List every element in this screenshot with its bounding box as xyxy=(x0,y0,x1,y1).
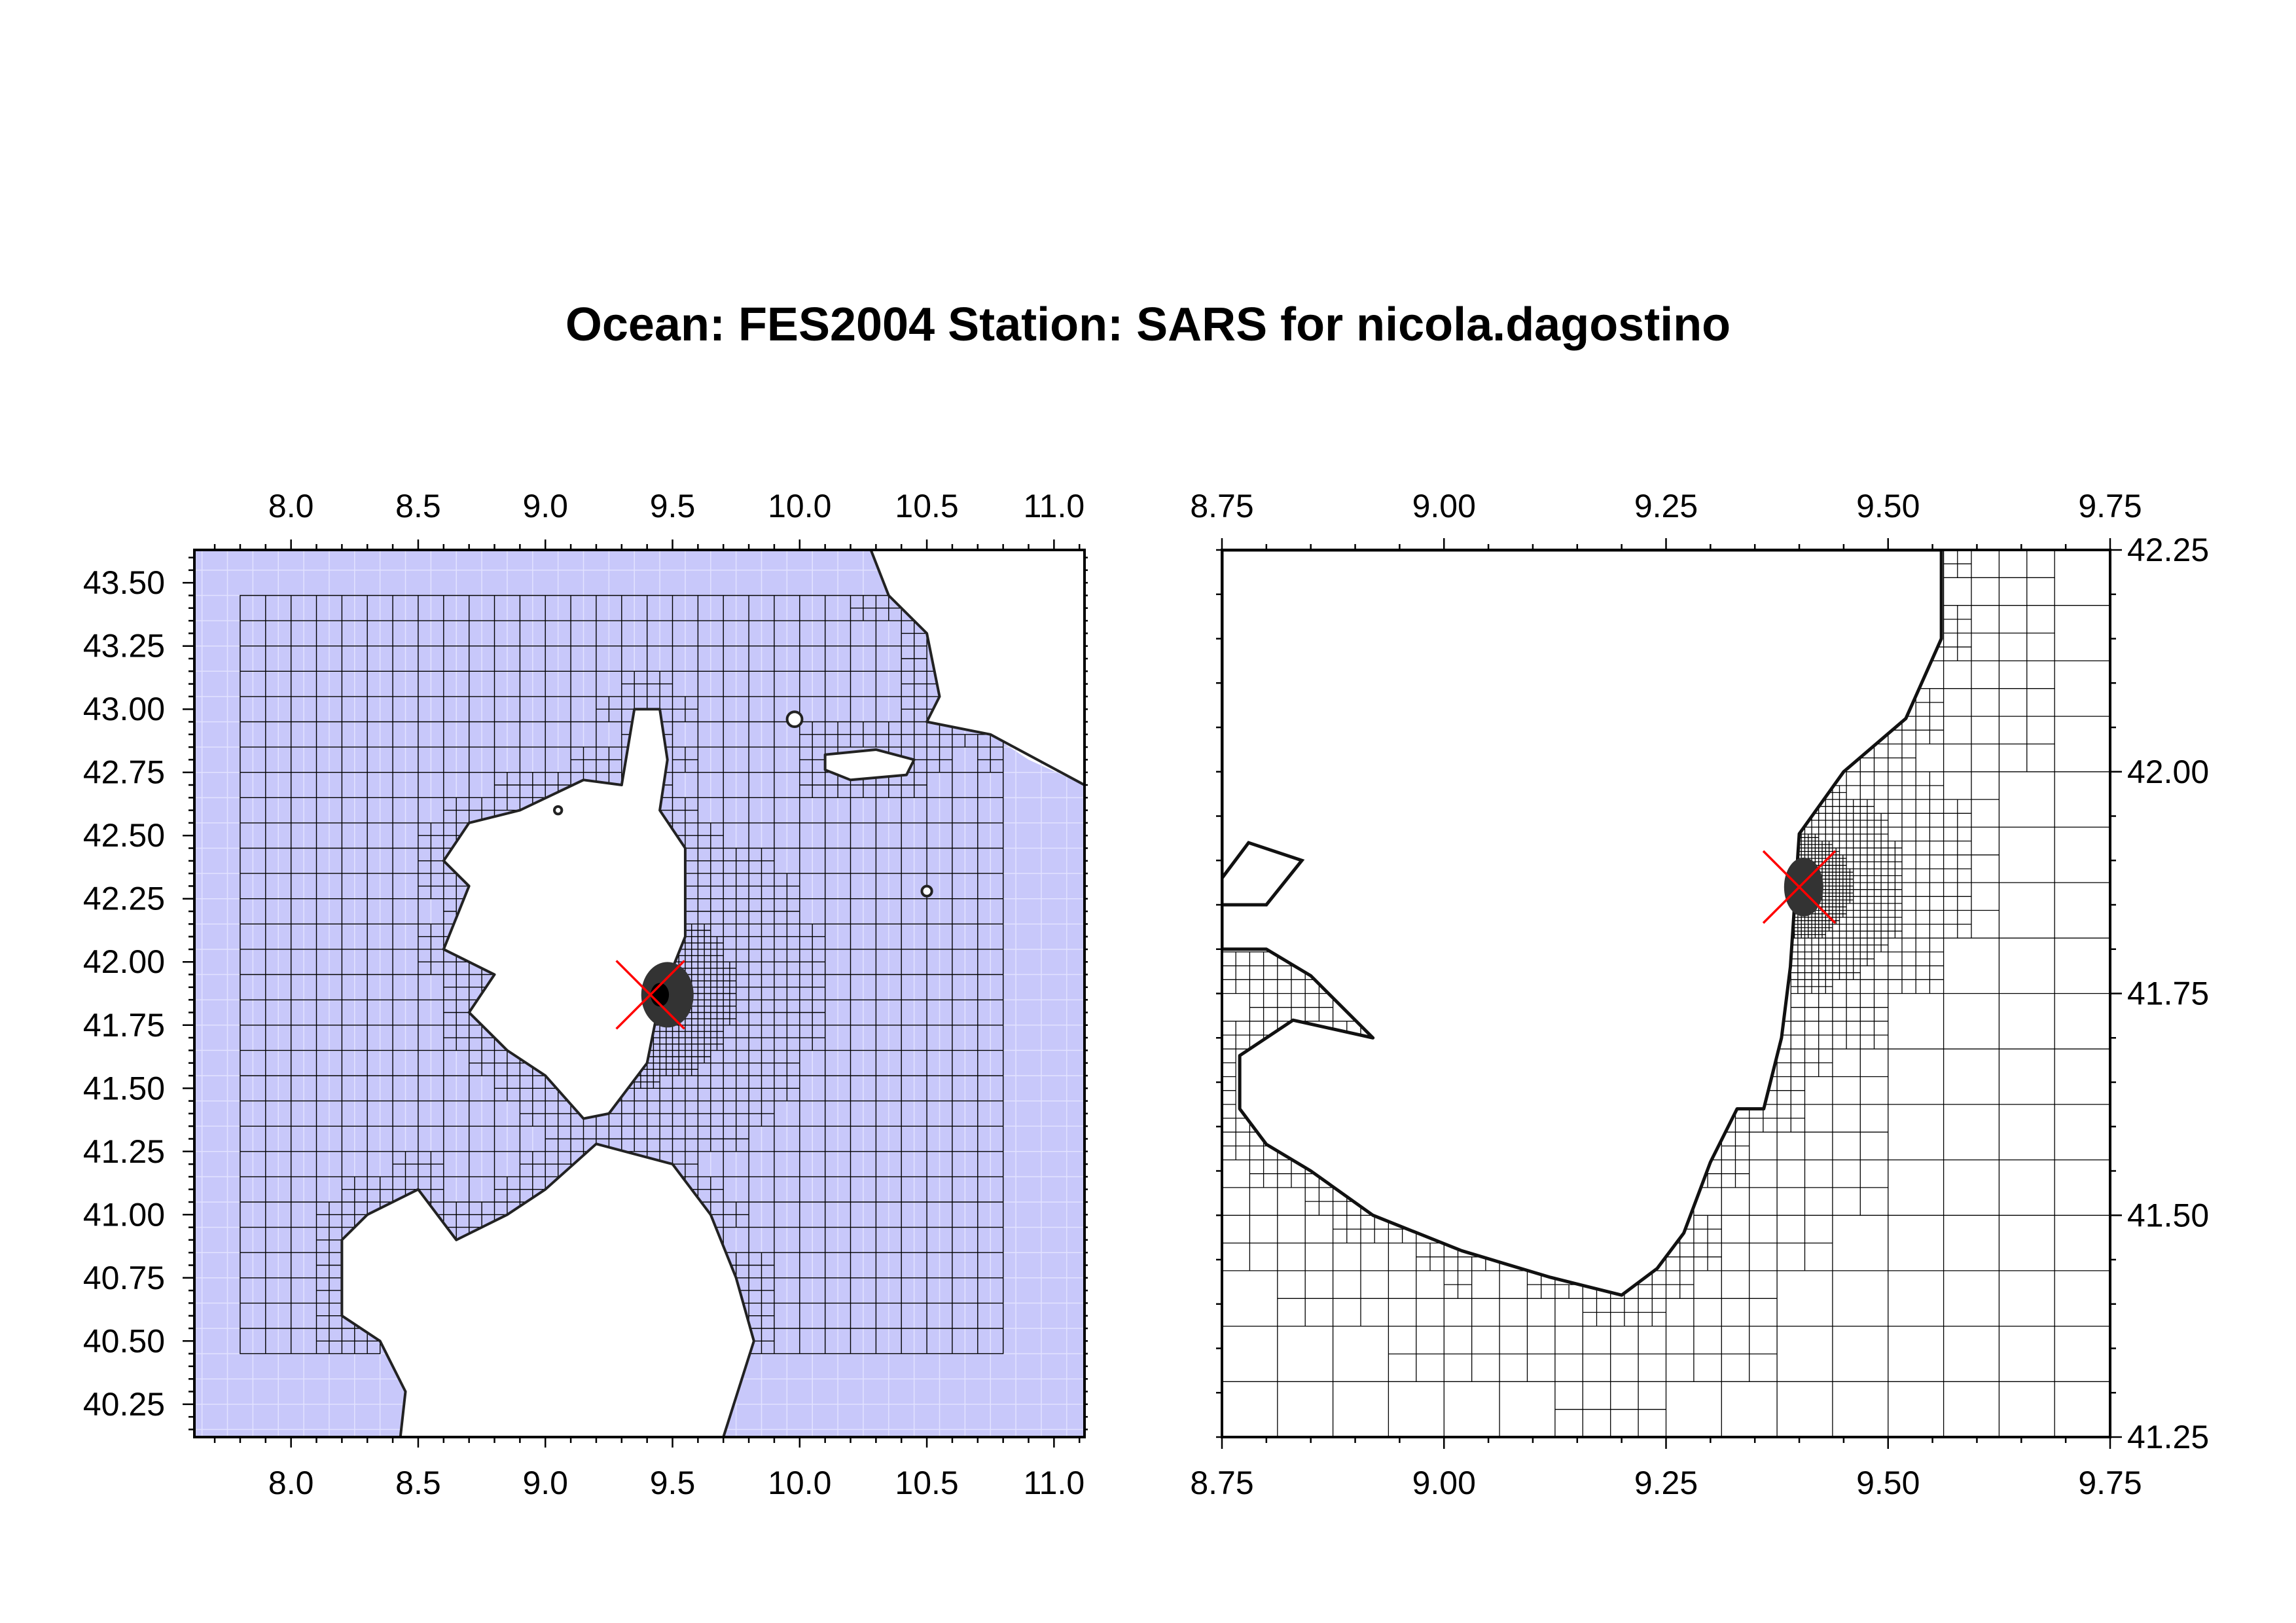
sardinia-land xyxy=(340,1142,755,1437)
small-island xyxy=(785,710,804,729)
overview-axis-labels: 8.0 8.0 8.5 8.5 9.0 9.0 9.5 9.5 10.0 10.0 10.5 10.5… xyxy=(83,488,1085,1501)
x-tick-label-bottom: 10.0 xyxy=(768,1465,831,1501)
y-tick-label: 42.00 xyxy=(83,943,165,980)
tick-marks xyxy=(183,539,1088,1448)
x-tick-label-top: 9.50 xyxy=(1856,488,1920,524)
overview-axis-ticks xyxy=(183,539,1088,1448)
y-tick-label: 42.00 xyxy=(2127,754,2209,790)
overview-map-panel: 8.0 8.0 8.5 8.5 9.0 9.0 9.5 9.5 10.0 10.0 10.5 10.5… xyxy=(83,488,1088,1501)
y-tick-label: 41.25 xyxy=(2127,1419,2209,1455)
elba-land xyxy=(823,748,916,782)
x-tick-label-bottom: 8.0 xyxy=(268,1465,314,1501)
y-tick-label: 41.75 xyxy=(83,1007,165,1044)
y-tick-label: 43.50 xyxy=(83,564,165,601)
x-tick-label-top: 8.75 xyxy=(1190,488,1253,524)
x-tick-label-bottom: 9.25 xyxy=(1634,1465,1698,1501)
x-tick-label-top: 9.5 xyxy=(650,488,696,524)
x-tick-label-bottom: 9.75 xyxy=(2078,1465,2142,1501)
x-tick-label-top: 8.5 xyxy=(395,488,441,524)
dense-mesh-core-zoom xyxy=(1784,857,1823,917)
station-marker-stroke xyxy=(615,960,685,1030)
x-tick-label-top: 10.0 xyxy=(768,488,831,524)
page-title: Ocean: FES2004 Station: SARS for nicola.… xyxy=(565,299,1731,351)
x-tick-label-top: 8.0 xyxy=(268,488,314,524)
station-marker-zoom xyxy=(1762,850,1837,924)
land-masses xyxy=(340,550,1085,1437)
station-marker xyxy=(615,960,685,1030)
overview-map-frame xyxy=(193,549,1086,1438)
x-tick-label-bottom: 9.5 xyxy=(650,1465,696,1501)
x-tick-label-bottom: 9.50 xyxy=(1856,1465,1920,1501)
zoom-map-panel: 8.75 8.75 9.00 9.00 9.25 9.25 9.50 9.50 9.75 9.75… xyxy=(1190,488,2209,1501)
small-island xyxy=(552,805,564,816)
x-tick-label-bottom: 8.75 xyxy=(1190,1465,1253,1501)
zoom-axis-ticks xyxy=(1216,538,2122,1449)
y-tick-label: 41.75 xyxy=(2127,976,2209,1012)
x-tick-label-bottom: 9.0 xyxy=(522,1465,568,1501)
x-tick-label-top: 11.0 xyxy=(1024,488,1085,524)
corsica-land-zoom xyxy=(1222,550,1943,1297)
y-tick-label: 40.75 xyxy=(83,1260,165,1296)
refined-mesh-core-zoom xyxy=(1784,857,1823,917)
y-tick-label: 40.25 xyxy=(83,1386,165,1423)
y-tick-label: 42.25 xyxy=(83,881,165,917)
y-tick-label: 41.00 xyxy=(83,1196,165,1233)
x-tick-label-bottom: 10.5 xyxy=(895,1465,958,1501)
italy-land xyxy=(869,550,1085,787)
y-tick-label: 40.50 xyxy=(83,1322,165,1359)
y-tick-label: 41.25 xyxy=(83,1133,165,1170)
y-tick-label: 42.75 xyxy=(83,754,165,791)
small-island xyxy=(920,884,933,898)
x-tick-label-top: 9.75 xyxy=(2078,488,2142,524)
land-corsica-zoom xyxy=(1222,550,1943,1297)
x-tick-label-top: 10.5 xyxy=(895,488,958,524)
y-tick-label: 41.50 xyxy=(2127,1197,2209,1233)
x-tick-label-top: 9.00 xyxy=(1412,488,1476,524)
corsica-land xyxy=(442,708,687,1120)
x-tick-label-bottom: 8.5 xyxy=(395,1465,441,1501)
zoom-axis-labels: 8.75 8.75 9.00 9.00 9.25 9.25 9.50 9.50 9.75 9.75… xyxy=(1190,488,2209,1501)
station-marker-stroke xyxy=(1762,850,1837,924)
x-tick-label-top: 9.0 xyxy=(522,488,568,524)
x-tick-label-bottom: 11.0 xyxy=(1024,1465,1085,1501)
cape-land-zoom xyxy=(1222,841,1305,907)
x-tick-label-bottom: 9.00 xyxy=(1412,1465,1476,1501)
y-tick-label: 41.50 xyxy=(83,1070,165,1106)
y-tick-label: 43.00 xyxy=(83,691,165,727)
tick-marks-zoom xyxy=(1216,538,2122,1449)
x-tick-label-top: 9.25 xyxy=(1634,488,1698,524)
y-tick-label: 42.50 xyxy=(83,817,165,854)
y-tick-label: 43.25 xyxy=(83,628,165,665)
y-tick-label: 42.25 xyxy=(2127,532,2209,568)
